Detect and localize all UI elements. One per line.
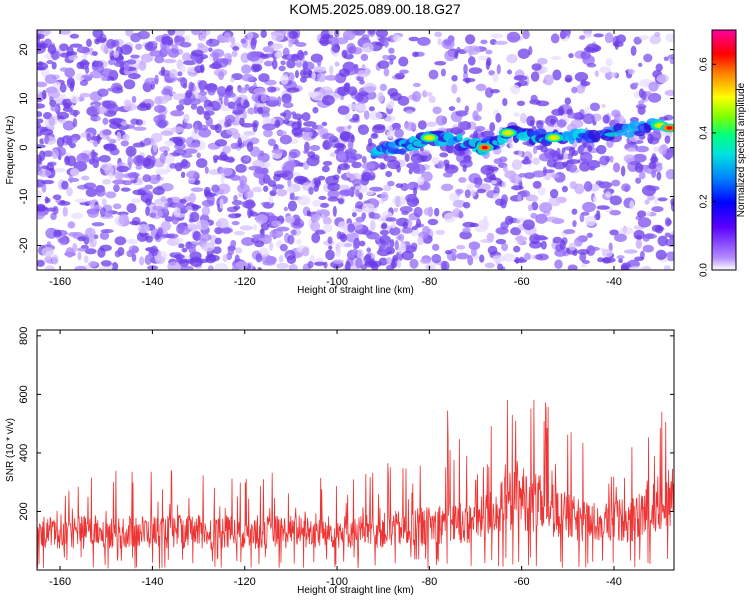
chart-title: KOM5.2025.089.00.18.G27 [289, 1, 461, 17]
x-tick-label: -140 [141, 276, 163, 288]
x-tick-label: -160 [49, 276, 71, 288]
x-tick-label: -40 [606, 576, 622, 588]
y-tick-label: 400 [18, 444, 30, 462]
y-tick-label: 600 [18, 385, 30, 403]
ridge-peak [420, 133, 439, 143]
colorbar-tick-label: 0.6 [699, 57, 710, 71]
y-tick-label: 800 [18, 327, 30, 345]
x-axis-label: Height of straight line (km) [297, 585, 414, 596]
ridge-peak [660, 123, 674, 133]
ridge-peak [475, 143, 494, 153]
y-tick-label: -20 [18, 238, 30, 254]
x-tick-label: -60 [514, 276, 530, 288]
colorbar-label: Normalized spectral amplitude [736, 82, 747, 217]
colorbar-tick-label: 0.4 [699, 125, 710, 139]
x-tick-label: -60 [514, 576, 530, 588]
x-tick-label: -100 [326, 276, 348, 288]
colorbar-gradient [711, 29, 737, 271]
x-tick-label: -120 [234, 276, 256, 288]
spectrogram-blobs [37, 30, 674, 270]
y-tick-label: 0 [18, 144, 30, 150]
ridge-peak [544, 133, 563, 143]
x-axis-label: Height of straight line (km) [297, 285, 414, 296]
colorbar-tick-label: 0.0 [699, 263, 710, 277]
x-tick-label: -80 [421, 576, 437, 588]
plot-frame [36, 29, 675, 271]
x-tick-label: -80 [421, 276, 437, 288]
y-axis-label: SNR (10 * v/v) [5, 418, 16, 482]
x-tick-label: -140 [141, 576, 163, 588]
snr-panel: -160 -140 -120 -100 -80 -60 -40 200 400 600 800 Hei… [5, 327, 675, 596]
x-tick-label: -40 [606, 276, 622, 288]
colorbar: 0.0 0.2 0.4 0.6 Normalized spectral amplitud… [699, 29, 747, 277]
x-tick-label: -100 [326, 576, 348, 588]
plot-frame [36, 329, 675, 571]
y-tick-label: -10 [18, 189, 30, 205]
colorbar-tick-label: 0.2 [699, 194, 710, 208]
ridge-peak [498, 128, 517, 138]
x-tick-label: -120 [234, 576, 256, 588]
spectrogram-panel: -160 -140 -120 -100 -80 -60 -40-20-1001020Heig… [5, 29, 675, 296]
y-tick-label: 200 [18, 502, 30, 520]
snr-line [37, 399, 674, 569]
y-axis-label: Frequency (Hz) [5, 116, 16, 185]
y-tick-label: 10 [18, 92, 30, 104]
y-tick-label: 20 [18, 43, 30, 55]
x-tick-label: -160 [49, 576, 71, 588]
